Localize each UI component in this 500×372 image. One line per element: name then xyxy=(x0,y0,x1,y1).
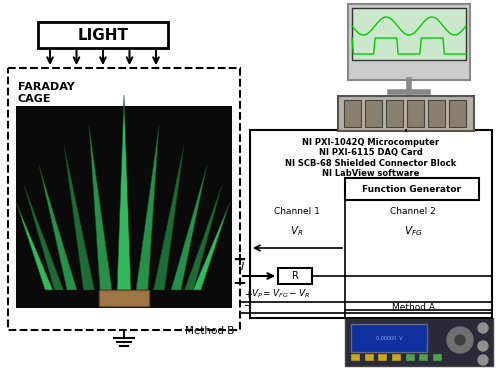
Bar xyxy=(344,100,361,127)
Circle shape xyxy=(478,323,488,333)
Bar xyxy=(378,354,388,361)
Bar xyxy=(348,4,470,80)
Bar xyxy=(433,354,442,361)
Bar xyxy=(428,100,445,127)
Text: Method A: Method A xyxy=(392,303,434,312)
Circle shape xyxy=(455,335,465,345)
Bar xyxy=(407,100,424,127)
Bar xyxy=(386,100,403,127)
Text: +: + xyxy=(244,290,252,300)
Polygon shape xyxy=(193,202,230,290)
Bar xyxy=(278,268,312,284)
Text: Channel 1: Channel 1 xyxy=(274,207,320,216)
Bar xyxy=(351,354,360,361)
Bar xyxy=(99,290,149,306)
Bar xyxy=(449,100,466,127)
Bar xyxy=(8,68,240,330)
Text: 0.00000  V: 0.00000 V xyxy=(376,336,402,340)
Text: NI PXI-1042Q Microcomputer
NI PXI-6115 DAQ Card
NI SCB-68 Shielded Connector Blo: NI PXI-1042Q Microcomputer NI PXI-6115 D… xyxy=(286,138,456,178)
Text: Channel 2: Channel 2 xyxy=(390,207,436,216)
Circle shape xyxy=(478,341,488,351)
Bar xyxy=(38,22,168,48)
Bar xyxy=(345,178,479,200)
Text: I: I xyxy=(241,262,244,272)
Text: R: R xyxy=(292,271,298,281)
Polygon shape xyxy=(117,95,131,290)
Bar xyxy=(364,354,374,361)
Circle shape xyxy=(478,355,488,365)
Bar xyxy=(345,318,493,366)
Polygon shape xyxy=(184,185,222,290)
Bar xyxy=(338,96,474,131)
Bar xyxy=(352,8,466,60)
Polygon shape xyxy=(154,145,184,290)
Circle shape xyxy=(447,327,473,353)
Text: $V_P = V_{FG} - V_R$: $V_P = V_{FG} - V_R$ xyxy=(251,288,310,301)
Text: Method B: Method B xyxy=(186,326,234,336)
Polygon shape xyxy=(16,202,53,290)
Text: LIGHT: LIGHT xyxy=(78,28,128,42)
Polygon shape xyxy=(24,185,64,290)
Text: Function Generator: Function Generator xyxy=(362,185,462,193)
Polygon shape xyxy=(89,125,112,290)
Bar xyxy=(250,130,492,318)
Polygon shape xyxy=(136,125,159,290)
Polygon shape xyxy=(39,165,77,290)
Bar xyxy=(392,354,401,361)
Text: $V_{FG}$: $V_{FG}$ xyxy=(404,224,422,238)
Polygon shape xyxy=(64,145,94,290)
Text: +: + xyxy=(232,251,246,269)
Bar xyxy=(351,324,427,352)
Polygon shape xyxy=(171,165,207,290)
Bar xyxy=(16,106,232,308)
Text: FARADAY
CAGE: FARADAY CAGE xyxy=(18,82,75,103)
Text: −: − xyxy=(232,273,246,291)
Text: −: − xyxy=(244,301,252,311)
Text: $V_R$: $V_R$ xyxy=(290,224,304,238)
Bar xyxy=(420,354,428,361)
Bar xyxy=(406,354,414,361)
Bar xyxy=(365,100,382,127)
